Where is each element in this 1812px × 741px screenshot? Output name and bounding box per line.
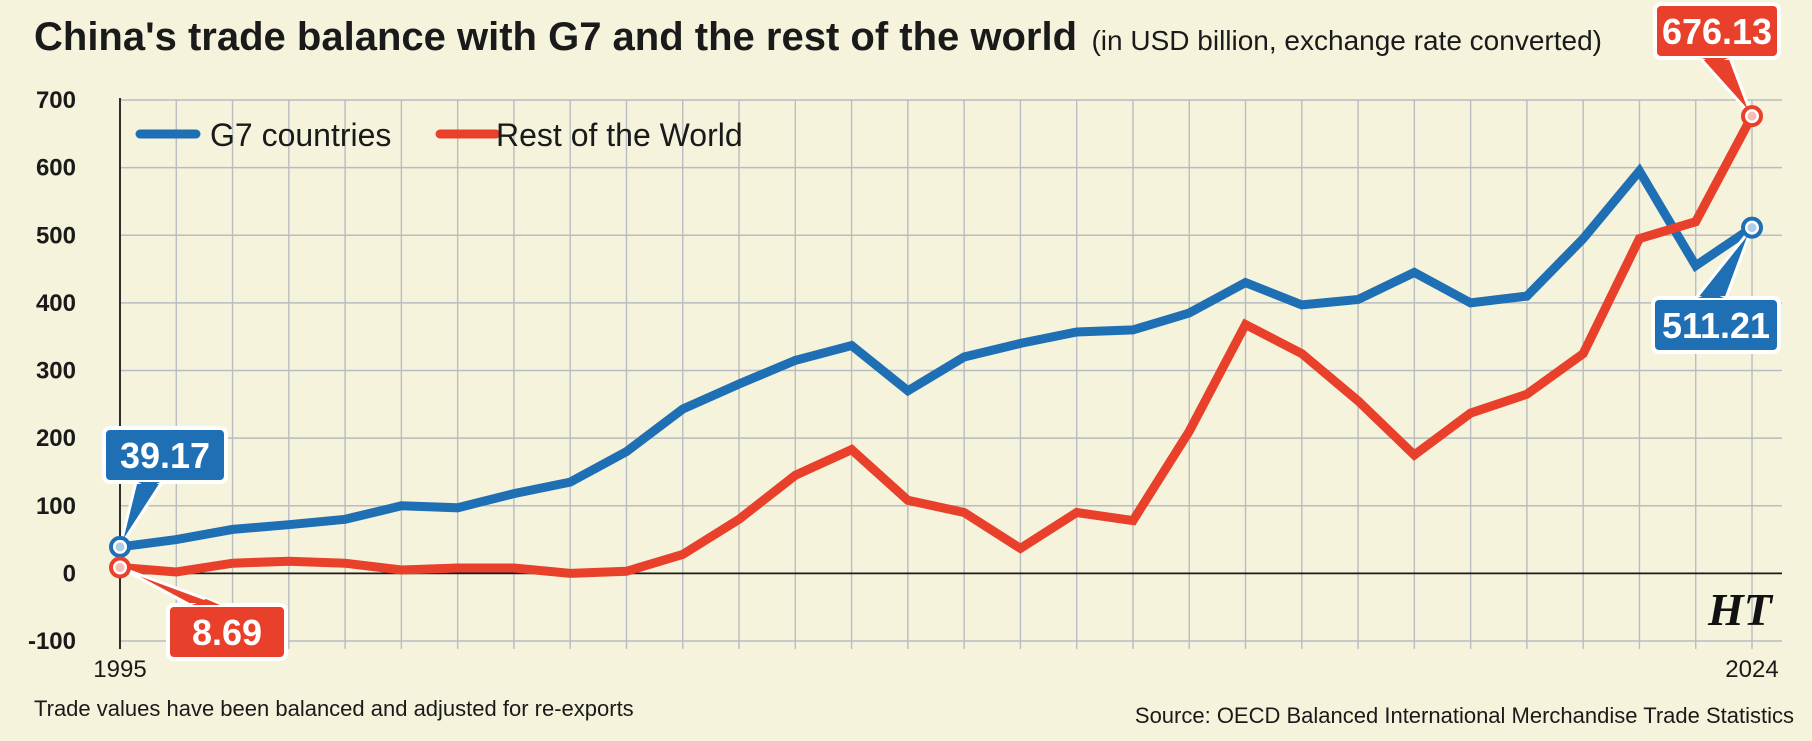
callout-box — [166, 603, 288, 661]
y-tick-label: 600 — [36, 155, 76, 182]
ht-logo: HT — [1707, 584, 1774, 635]
data-point-marker — [1741, 216, 1763, 239]
x-tick-label: 1995 — [93, 656, 146, 683]
data-point-marker-inner — [115, 562, 125, 572]
callout-box — [102, 426, 228, 484]
callout-label: 676.13 — [1662, 11, 1772, 52]
chart-subtitle: (in USD billion, exchange rate converted… — [1091, 25, 1601, 56]
y-tick-label: 100 — [36, 493, 76, 520]
data-point-marker-inner — [115, 542, 125, 552]
data-point-marker — [1741, 105, 1763, 128]
footnote-left: Trade values have been balanced and adju… — [34, 696, 634, 721]
y-tick-label: 500 — [36, 222, 76, 249]
y-tick-label: 0 — [63, 560, 76, 587]
x-tick-label: 2024 — [1725, 656, 1778, 683]
callout-seam — [138, 482, 160, 488]
callout-seam — [192, 599, 220, 605]
y-tick-label: 300 — [36, 358, 76, 385]
callout-label: 39.17 — [120, 435, 210, 476]
y-tick-label: 200 — [36, 425, 76, 452]
data-point-marker — [109, 556, 131, 579]
series-line-g7 — [119, 163, 1755, 552]
source-note: Source: OECD Balanced International Merc… — [1135, 703, 1794, 728]
callout-pointer — [118, 480, 164, 549]
chart-title: China's trade balance with G7 and the re… — [34, 15, 1602, 59]
y-tick-label: -100 — [28, 628, 76, 655]
data-point-marker — [109, 535, 131, 558]
legend: G7 countries Rest of the World — [135, 117, 743, 153]
callout-label: 8.69 — [192, 612, 262, 653]
data-point-marker-inner — [1747, 111, 1757, 121]
series-line-rest-of-world — [119, 113, 1756, 578]
callout-label: 511.21 — [1662, 305, 1770, 346]
legend-label: G7 countries — [210, 117, 391, 153]
y-tick-label: 700 — [36, 87, 76, 114]
callout-pointer — [1698, 56, 1754, 118]
callout-seam — [1702, 58, 1728, 64]
legend-label: Rest of the World — [496, 117, 743, 153]
grid — [119, 99, 1782, 649]
annotations: 39.17 8.69 511.21 676.13 — [102, 2, 1781, 661]
y-tick-label: 400 — [36, 290, 76, 317]
series — [119, 113, 1756, 578]
chart-title-main: China's trade balance with G7 and the re… — [34, 15, 1077, 59]
callout-seam — [1698, 292, 1724, 298]
data-point-marker-inner — [1747, 223, 1757, 233]
